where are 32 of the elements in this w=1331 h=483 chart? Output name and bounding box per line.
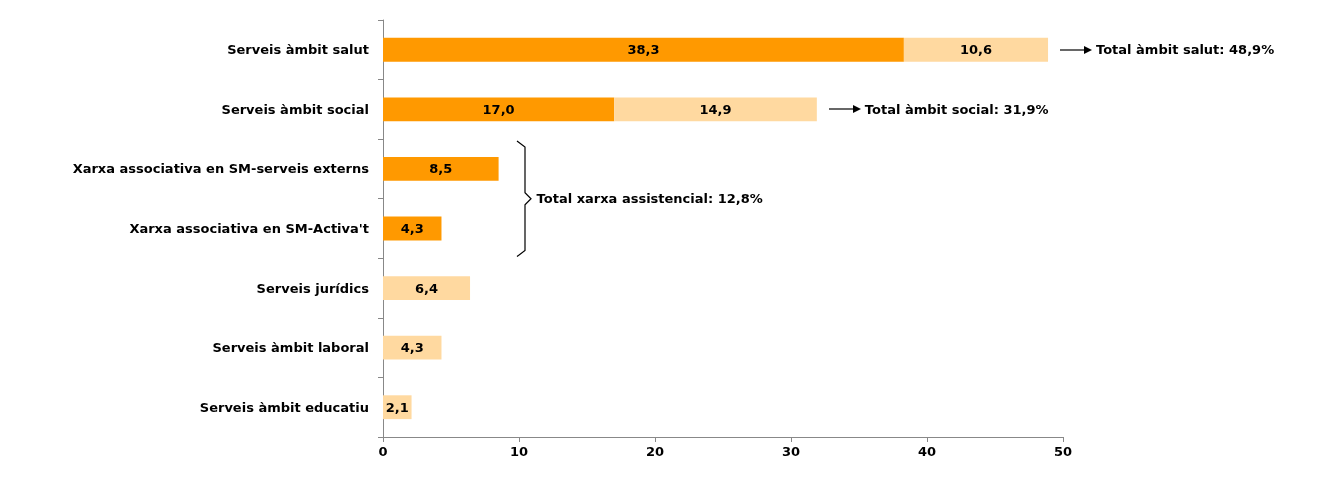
bar <box>903 37 1049 62</box>
bar <box>383 335 442 360</box>
y-tick-label: Serveis àmbit laboral <box>212 340 369 356</box>
annotation: Total àmbit social: 31,9% <box>864 101 1049 117</box>
y-tick-label: Serveis jurídics <box>256 280 370 296</box>
data-label: 10,6 <box>959 42 992 58</box>
data-label: 6,4 <box>415 280 439 296</box>
data-label: 14,9 <box>699 101 732 117</box>
bar <box>383 157 499 181</box>
x-tick-label: 40 <box>917 444 937 459</box>
y-tick-label: Xarxa associativa en SM-serveis externs <box>72 161 370 177</box>
bar <box>383 97 615 122</box>
data-label: 4,3 <box>400 340 424 356</box>
x-tick-label: 10 <box>509 444 529 459</box>
y-tick-label: Xarxa associativa en SM-Activa't <box>129 221 369 236</box>
data-label: 2,1 <box>385 399 409 415</box>
x-tick-label: 0 <box>378 444 388 459</box>
x-tick-label: 50 <box>1053 444 1073 459</box>
bar <box>383 276 471 300</box>
y-tick-label: Serveis àmbit educatiu <box>199 399 369 415</box>
annotation: Total xarxa assistencial: 12,8% <box>536 191 763 207</box>
data-label: 8,5 <box>429 161 453 177</box>
text: Total àmbit salut: 48,9% <box>1096 42 1275 58</box>
y-tick-label: Serveis àmbit social <box>221 101 369 117</box>
data-label: 4,3 <box>400 221 424 236</box>
data-label: 38,3 <box>627 42 660 58</box>
data-label: 17,0 <box>482 101 515 117</box>
y-tick-label: Serveis àmbit salut <box>227 42 369 58</box>
bar <box>614 97 817 122</box>
bar <box>383 37 904 62</box>
x-tick-label: 30 <box>781 444 801 459</box>
x-tick-label: 20 <box>645 444 665 459</box>
